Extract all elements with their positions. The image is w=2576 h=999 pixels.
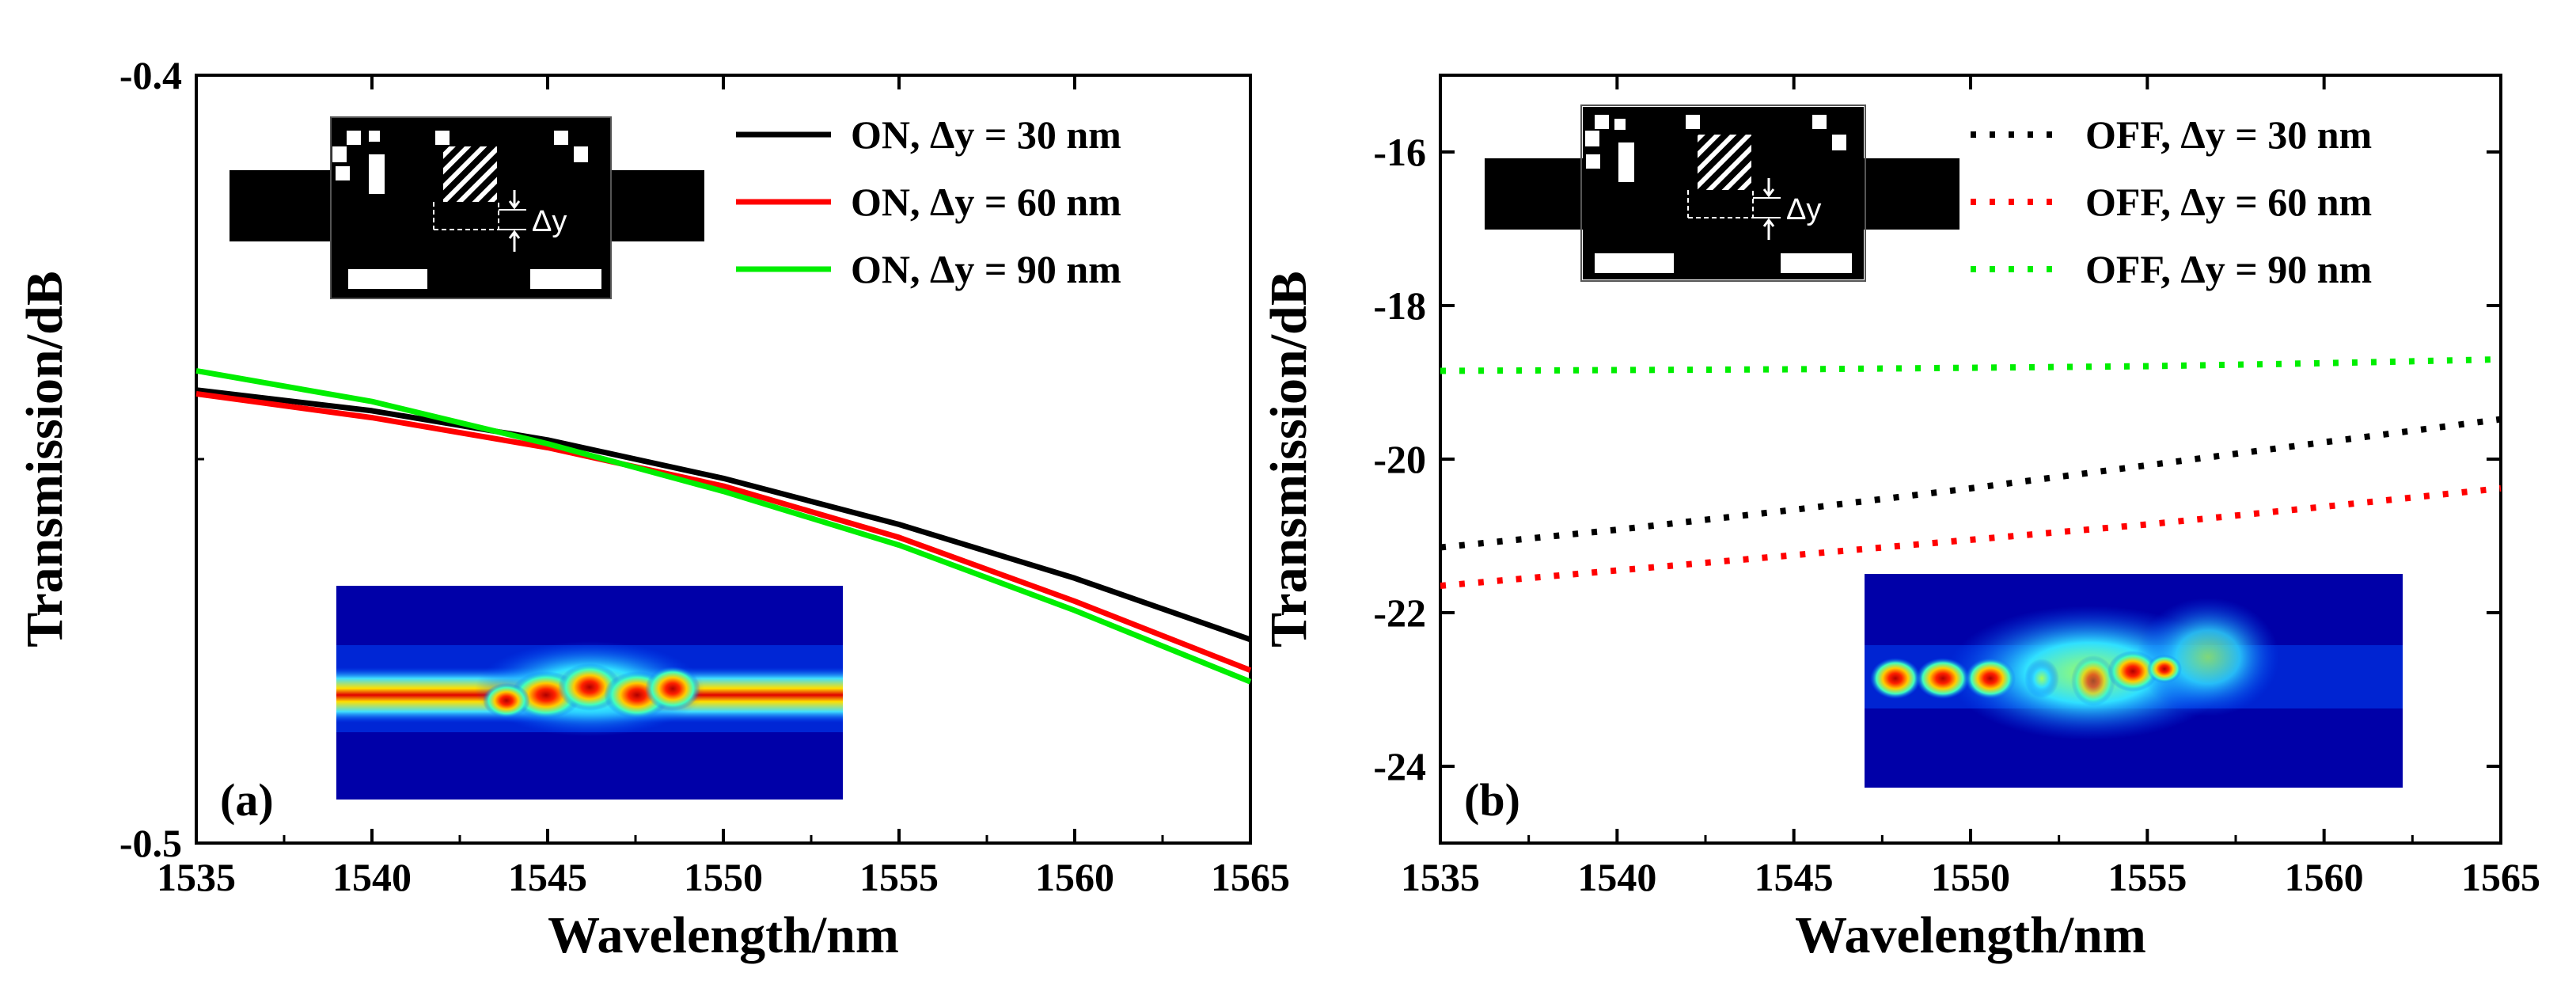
chart1-x-tick-label: 1550 xyxy=(1931,855,2010,899)
chart1-legend-label-2: OFF, Δy = 60 nm xyxy=(2085,180,2372,224)
panel-b: 1535 1540 1545 1550 1555 1560 1565 -24 -22 -20 -18… xyxy=(1260,74,2540,964)
chart0-y-tick-label: -0.5 xyxy=(120,821,182,865)
chart1-series-line-3 xyxy=(1440,355,2502,374)
chart0-x-tick-label: 1555 xyxy=(859,855,939,899)
chart0-series-line-3 xyxy=(195,367,1252,685)
field-map-inset-off xyxy=(1865,574,2403,788)
chart0-series-line-2 xyxy=(195,391,1252,673)
chart0-panel-label: (a) xyxy=(220,774,274,826)
chart1-x-tick-label: 1560 xyxy=(2285,855,2364,899)
chart0-x-tick-label: 1535 xyxy=(157,855,236,899)
chart1-y-tick-label: -24 xyxy=(1373,744,1426,788)
chart1-x-tick-label: 1535 xyxy=(1401,855,1480,899)
chart0-x-tick-label: 1540 xyxy=(332,855,412,899)
chart0-legend-label-2: ON, Δy = 60 nm xyxy=(851,180,1121,224)
chart1-legend-label-1: OFF, Δy = 30 nm xyxy=(2085,112,2372,157)
chart1-y-tick-label: -18 xyxy=(1373,283,1426,328)
chart1-legend-label-3: OFF, Δy = 90 nm xyxy=(2085,247,2372,291)
chart0-y-tick-label: -0.4 xyxy=(120,53,182,97)
chart1-y-tick-label: -20 xyxy=(1373,437,1426,481)
chart0-series-line-1 xyxy=(195,387,1252,643)
chart1-panel-label: (b) xyxy=(1464,774,1520,826)
chart0-x-tick-label: 1545 xyxy=(508,855,587,899)
chart1-x-tick-label: 1565 xyxy=(2461,855,2540,899)
chart0-x-tick-label: 1560 xyxy=(1035,855,1114,899)
inset-delta-label-b: Δy xyxy=(1786,193,1821,226)
panel-a: 1535 1540 1545 1550 1555 1560 1565 -0.5 -0.4 Wave… xyxy=(16,53,1290,964)
field-map-inset-on xyxy=(336,586,843,800)
chart0-y-axis-label: Transmission/dB xyxy=(16,271,74,648)
chart1-y-axis-label: Transmission/dB xyxy=(1260,271,1318,648)
chart1-x-axis-label: Wavelength/nm xyxy=(1795,906,2146,964)
chart1-x-tick-label: 1555 xyxy=(2107,855,2187,899)
chart0-legend-label-3: ON, Δy = 90 nm xyxy=(851,247,1121,291)
chart1-x-tick-label: 1545 xyxy=(1755,855,1834,899)
chart1-series-line-2 xyxy=(1440,484,2502,589)
device-structure-inset-a: Δy xyxy=(230,116,704,299)
chart1-y-tick-label: -22 xyxy=(1373,591,1426,635)
chart0-x-axis-label: Wavelength/nm xyxy=(548,906,899,964)
chart1-x-tick-label: 1540 xyxy=(1577,855,1656,899)
chart0-x-tick-label: 1550 xyxy=(684,855,763,899)
chart1-y-tick-label: -16 xyxy=(1373,130,1426,174)
chart1-series-line-1 xyxy=(1440,416,2502,551)
inset-delta-label-a: Δy xyxy=(532,205,567,238)
chart0-x-tick-label: 1565 xyxy=(1211,855,1290,899)
chart0-legend-label-1: ON, Δy = 30 nm xyxy=(851,112,1121,157)
device-structure-inset-b: Δy xyxy=(1485,104,1960,282)
